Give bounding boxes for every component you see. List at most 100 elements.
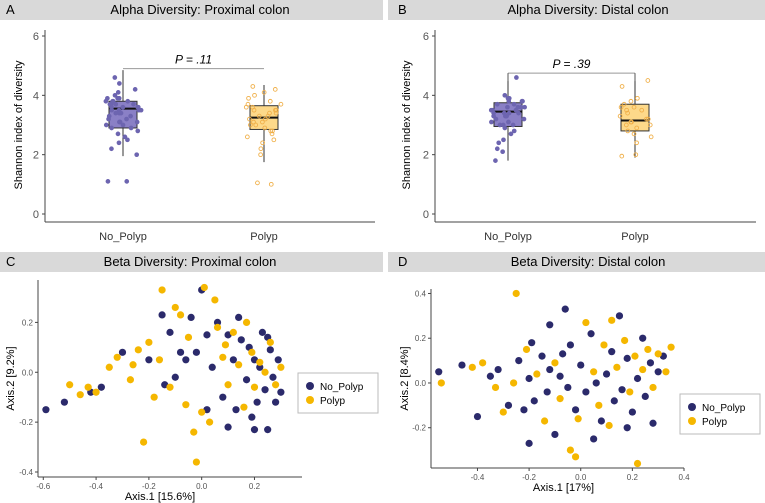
polyp-point	[246, 95, 251, 101]
panel-a-box-plot: 0 2 4 6 Shannon index of diversity No_Polyp Po…	[13, 30, 375, 243]
x-tick-label: -0.2	[522, 473, 536, 482]
polyp-point	[260, 140, 265, 146]
polyp-point	[192, 458, 200, 466]
no-polyp-point	[597, 417, 605, 425]
polyp-point	[639, 107, 645, 113]
polyp-point	[206, 418, 214, 426]
polyp-point	[605, 421, 613, 430]
no-polyp-point	[571, 406, 580, 414]
y-axis-label: Shannon index of diversity	[13, 60, 25, 190]
polyp-point	[633, 152, 639, 158]
no-polyp-point	[488, 107, 494, 113]
polyp-point	[84, 383, 92, 391]
no-polyp-point	[122, 134, 128, 140]
no-polyp-point	[182, 356, 190, 364]
polyp-point	[261, 368, 269, 376]
panel-c-banner	[0, 252, 383, 272]
panel-c-letter: C	[6, 254, 16, 269]
x-tick-label: -0.6	[36, 482, 50, 491]
no-polyp-point	[602, 370, 611, 378]
no-polyp-point	[128, 113, 133, 119]
polyp-point	[105, 363, 113, 371]
no-polyp-point	[519, 98, 525, 104]
polyp-point	[617, 113, 623, 119]
no-polyp-point	[489, 119, 494, 125]
polyp-point	[639, 365, 647, 374]
no-polyp-point	[633, 374, 642, 383]
no-polyp-point	[577, 361, 585, 369]
no-polyp-point	[125, 137, 130, 143]
no-polyp-point	[623, 424, 631, 432]
polyp-point	[166, 383, 174, 391]
panel-a-letter: A	[6, 2, 15, 17]
panel-d-letter: D	[398, 254, 408, 269]
no-polyp-point	[528, 339, 536, 347]
no-polyp-point	[237, 336, 245, 344]
polyp-point	[644, 345, 652, 354]
polyp-point	[260, 119, 265, 125]
no-polyp-point	[117, 119, 122, 125]
no-polyp-point	[116, 140, 122, 146]
no-polyp-point	[491, 110, 496, 116]
y-tick-label: 6	[33, 31, 39, 43]
polyp-point	[626, 388, 634, 396]
polyp-point	[273, 110, 279, 116]
polyp-legend-label: Polyp	[702, 417, 727, 428]
x-tick-label: -0.4	[89, 482, 103, 491]
polyp-point	[184, 333, 193, 341]
no-polyp-point	[641, 392, 649, 400]
panel-d: D Beta Diversity: Distal colon -0.2 0.0 0.…	[388, 252, 765, 503]
no-polyp-point	[187, 313, 195, 322]
no-polyp-point	[486, 372, 494, 380]
polyp-point	[278, 101, 284, 107]
polyp-point	[250, 383, 259, 391]
x-tick-label: 0.2	[249, 482, 261, 491]
y-tick-label: -0.4	[19, 468, 33, 477]
polyp-point	[625, 128, 631, 134]
no-polyp-point	[518, 104, 524, 110]
no-polyp-point	[248, 413, 256, 421]
polyp-point	[647, 122, 653, 128]
y-tick-label: 0.2	[22, 318, 34, 327]
panel-c-title: Beta Diversity: Proximal colon	[103, 254, 277, 269]
no-polyp-point	[525, 439, 533, 447]
no-polyp-point	[192, 348, 200, 356]
polyp-point	[158, 286, 166, 294]
no-polyp-point	[138, 107, 144, 113]
polyp-point	[211, 296, 219, 304]
y-tick-label: 4	[423, 90, 429, 102]
polyp-point	[268, 128, 274, 134]
panel-d-scatter-plot: -0.2 0.0 0.2 0.4 -0.4 -0.2 0.0 0.2 0.4 Axis.1 [17…	[399, 289, 761, 494]
x-axis-label: Axis.1 [17%]	[533, 482, 594, 494]
no-polyp-point	[510, 122, 516, 128]
polyp-point	[437, 379, 445, 387]
no-polyp-point	[514, 75, 519, 80]
no-polyp-point	[235, 313, 243, 322]
no-polyp-point	[232, 406, 240, 414]
no-polyp-point	[256, 363, 264, 371]
polyp-point	[198, 408, 206, 416]
x-axis-label: Axis.1 [15.6%]	[125, 491, 195, 503]
polyp-point	[566, 446, 575, 454]
polyp-point	[270, 128, 275, 134]
y-tick-label: 6	[423, 31, 429, 43]
polyp-point	[628, 98, 634, 104]
no-polyp-point	[530, 397, 538, 405]
x-tick-label: 0.0	[196, 482, 208, 491]
polyp-point	[621, 101, 627, 107]
no-polyp-point	[504, 401, 513, 409]
polyp-point	[250, 104, 255, 110]
no-polyp-point	[587, 330, 595, 338]
polyp-point	[221, 341, 230, 349]
polyp-point	[522, 345, 531, 354]
y-tick-label: 0	[33, 209, 39, 221]
no-polyp-point	[203, 331, 211, 339]
polyp-point	[155, 356, 164, 364]
polyp-point	[92, 388, 100, 396]
y-tick-label: 0.0	[415, 379, 427, 388]
polyp-point	[631, 352, 639, 360]
polyp-point	[256, 113, 262, 119]
panel-b-letter: B	[398, 2, 407, 17]
no-polyp-point	[116, 95, 122, 101]
y-tick-label: -0.2	[19, 418, 33, 427]
